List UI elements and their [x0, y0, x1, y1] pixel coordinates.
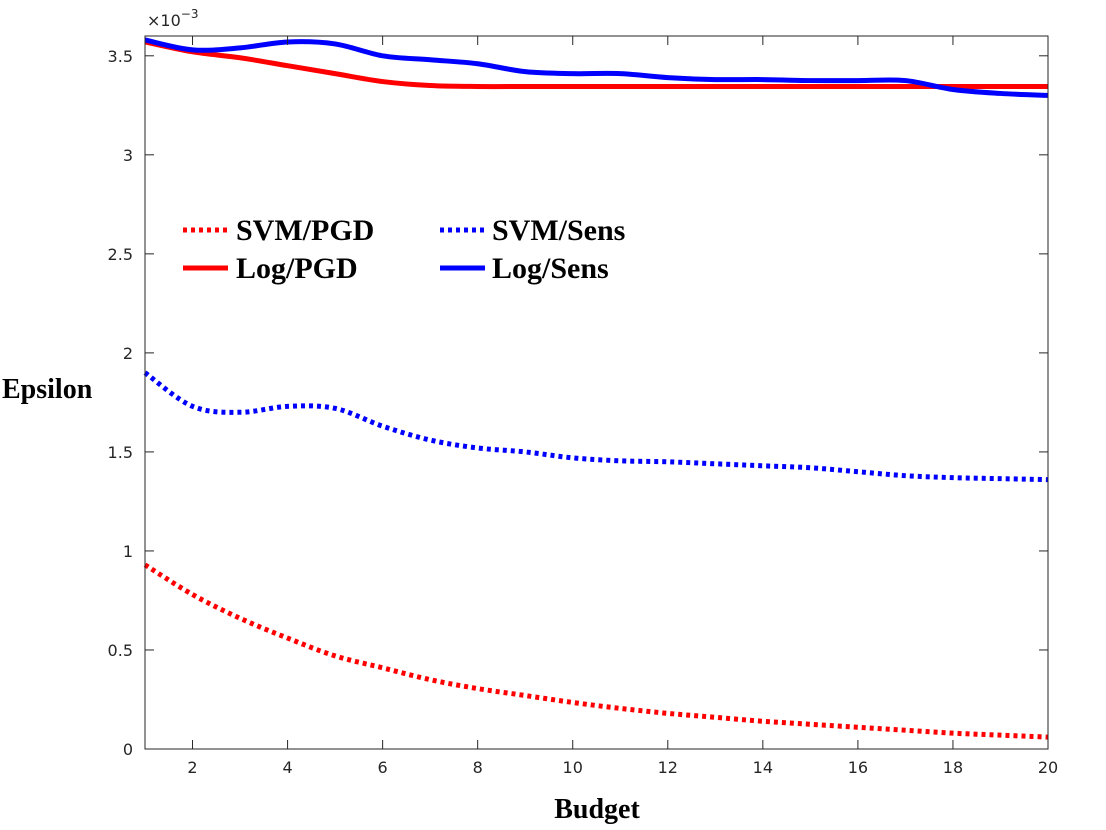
x-tick-label: 12	[658, 758, 678, 777]
y-tick-label: 0.5	[108, 641, 133, 660]
series-line-log-sens	[144, 37, 1049, 98]
y-tick-label: 1.5	[108, 443, 133, 462]
x-tick-label: 20	[1038, 758, 1058, 777]
x-tick-label: 14	[753, 758, 773, 777]
series-layer	[143, 37, 1049, 740]
legend: SVM/PGD Log/PGD SVM/Sens Log/Sens	[183, 214, 625, 285]
y-tick-label: 2.5	[108, 245, 133, 264]
legend-label-log-sens: Log/Sens	[492, 252, 609, 285]
y-tick-label: 1	[123, 542, 133, 561]
x-tick-label: 4	[282, 758, 292, 777]
y-multiplier-label: ×10−3	[147, 7, 198, 30]
x-tick-label: 2	[187, 758, 197, 777]
x-tick-label: 16	[848, 758, 868, 777]
x-axis-title: Budget	[554, 794, 640, 825]
x-tick-label: 8	[473, 758, 483, 777]
legend-label-log-pgd: Log/PGD	[236, 252, 358, 285]
x-tick-label: 10	[563, 758, 583, 777]
y-axis-title: Epsilon	[2, 374, 93, 405]
plot-frame	[144, 35, 1049, 750]
y-tick-label: 2	[123, 344, 133, 363]
x-tick-label: 6	[378, 758, 388, 777]
legend-label-svm-pgd: SVM/PGD	[236, 214, 374, 247]
legend-label-svm-sens: SVM/Sens	[492, 214, 625, 247]
y-tick-label: 0	[123, 740, 133, 759]
y-tick-label: 3.5	[108, 47, 133, 66]
x-tick-label: 18	[943, 758, 963, 777]
tick-layer: 2 4 6 8 10 12 14 16 18 20 0 0.5 1 1.5 2 2.5 3 3.5	[108, 36, 1058, 777]
plot-area	[145, 36, 1048, 749]
series-line-log-pgd	[144, 39, 1048, 90]
y-tick-label: 3	[123, 146, 133, 165]
